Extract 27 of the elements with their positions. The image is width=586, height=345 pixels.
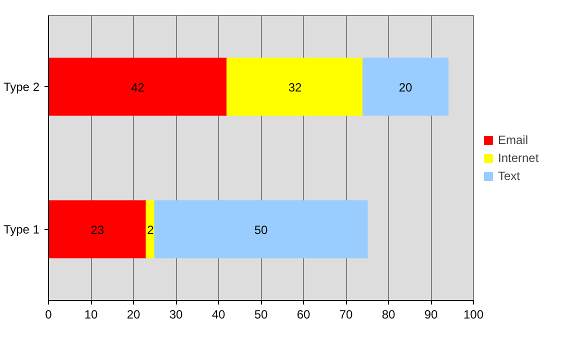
x-tick-label: 90 <box>424 308 438 322</box>
data-label: 20 <box>398 80 412 94</box>
x-tick-label: 30 <box>169 308 183 322</box>
x-tick-label: 50 <box>254 308 268 322</box>
bar <box>226 58 364 116</box>
x-tick-label: 10 <box>84 308 98 322</box>
bar <box>48 200 147 258</box>
y-tick-label: Type 2 <box>3 80 40 94</box>
data-label: 32 <box>288 80 302 94</box>
bar <box>154 200 368 258</box>
legend-label: Email <box>498 132 528 146</box>
x-tick-label: 0 <box>45 308 52 322</box>
x-tick-label: 100 <box>463 308 484 322</box>
x-tick-label: 80 <box>382 308 396 322</box>
bar <box>362 58 448 116</box>
data-label: 42 <box>131 80 145 94</box>
data-label: 23 <box>90 222 104 237</box>
legend-label: Internet <box>498 150 539 164</box>
bar <box>48 58 228 116</box>
data-label: 50 <box>254 222 268 237</box>
x-tick-label: 60 <box>296 308 310 322</box>
x-tick-label: 20 <box>126 308 140 322</box>
x-tick-label: 40 <box>212 308 226 322</box>
data-label: 2 <box>147 222 154 237</box>
y-tick-label: Type 1 <box>3 222 40 236</box>
legend-label: Text <box>498 168 520 182</box>
x-tick-label: 70 <box>339 308 353 322</box>
